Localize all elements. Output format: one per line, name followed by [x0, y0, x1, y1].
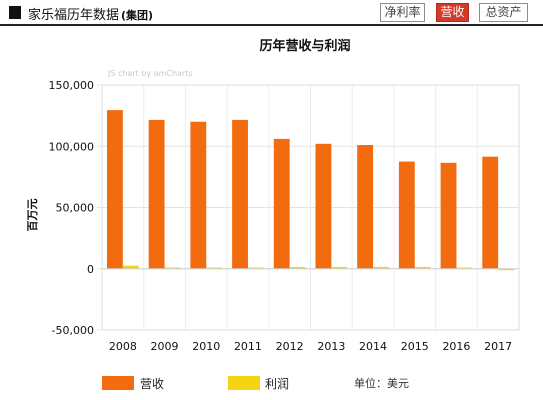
x-tick-label: 2012 — [276, 340, 304, 353]
page-title-text: 家乐福历年数据 — [28, 8, 120, 23]
profit-bar — [289, 266, 306, 269]
axis-layer: 150,000 100,000 50,000 0 -50,000 2008 2009 2010… — [49, 79, 519, 353]
revenue-bar — [440, 162, 457, 269]
bars-layer — [107, 110, 514, 271]
profit-bar — [498, 268, 514, 271]
revenue-bar — [107, 110, 123, 269]
x-tick-label: 2015 — [401, 340, 429, 353]
tab-net-margin[interactable]: 净利率 — [380, 3, 425, 22]
page-header: 家乐福历年数据 (集团) 净利率 营收 总资产 — [0, 0, 543, 27]
revenue-bar — [357, 145, 374, 269]
x-tick-label: 2011 — [234, 340, 262, 353]
chart-title: 历年营收与利润 — [259, 38, 350, 54]
x-tick-label: 2008 — [109, 340, 137, 353]
tab-revenue[interactable]: 营收 — [436, 3, 469, 22]
y-axis-label: 百万元 — [26, 199, 39, 232]
profit-bar — [414, 266, 431, 269]
profit-bar — [122, 265, 139, 269]
y-tick-label: 50,000 — [56, 202, 95, 215]
chart-watermark: JS chart by amCharts — [107, 69, 193, 78]
page-title: 家乐福历年数据 (集团) — [28, 4, 153, 23]
grid-layer — [97, 84, 520, 331]
x-tick-label: 2009 — [151, 340, 179, 353]
revenue-bar — [273, 138, 290, 269]
page-subtitle: (集团) — [121, 9, 154, 22]
x-tick-label: 2016 — [442, 340, 470, 353]
y-tick-label: 100,000 — [49, 140, 95, 153]
legend-swatch-revenue — [102, 376, 134, 390]
revenue-bar — [190, 121, 207, 269]
y-tick-label: 0 — [87, 263, 94, 276]
revenue-bar — [315, 143, 332, 269]
x-tick-label: 2017 — [484, 340, 512, 353]
revenue-bar — [232, 119, 248, 269]
unit-label: 单位：美元 — [354, 377, 409, 390]
revenue-bar — [482, 156, 499, 269]
legend-label-profit: 利润 — [265, 377, 290, 391]
revenue-profit-chart: 历年营收与利润 JS chart by amCharts 百万元 150,000… — [26, 38, 520, 353]
x-tick-label: 2010 — [192, 340, 220, 353]
y-tick-label: 150,000 — [49, 79, 95, 92]
legend-label-revenue: 营收 — [140, 377, 165, 391]
revenue-bar — [398, 161, 415, 269]
legend-swatch-profit — [228, 376, 260, 390]
tab-total-assets[interactable]: 总资产 — [479, 3, 528, 22]
header-divider — [0, 24, 543, 26]
x-tick-label: 2014 — [359, 340, 387, 353]
plot-border — [101, 84, 520, 331]
profit-bar — [373, 266, 389, 269]
revenue-bar — [148, 119, 165, 269]
x-tick-label: 2013 — [317, 340, 345, 353]
y-tick-label: -50,000 — [52, 324, 94, 337]
header-bullet — [9, 6, 21, 19]
profit-bar — [331, 266, 348, 269]
